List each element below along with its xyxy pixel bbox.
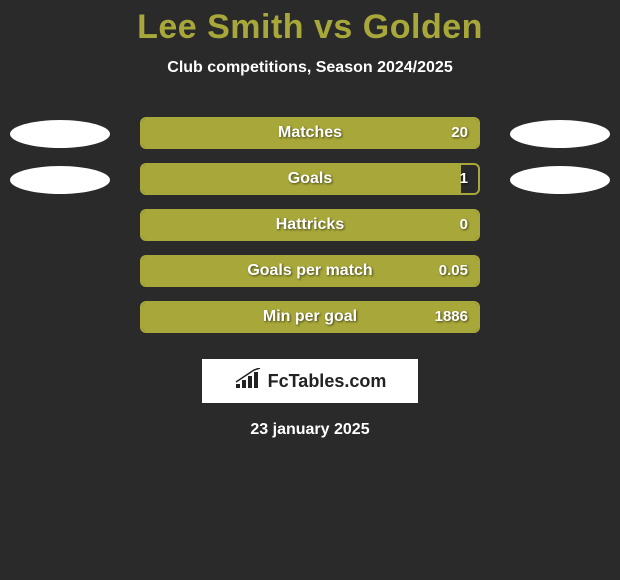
stat-bar-fill <box>142 119 478 147</box>
stat-bar-fill <box>142 211 478 239</box>
brand-icon <box>234 368 262 395</box>
stat-bar <box>140 255 480 287</box>
stat-bar <box>140 301 480 333</box>
stats-list: Matches20 Goals1 Hattricks0 Goals per match… <box>0 117 620 335</box>
stat-bar-fill <box>142 303 478 331</box>
stat-row: Hattricks0 <box>0 209 620 243</box>
player-left-ellipse <box>10 166 110 194</box>
infographic-container: Lee Smith vs Golden Club competitions, S… <box>0 0 620 439</box>
page-title: Lee Smith vs Golden <box>0 8 620 47</box>
brand-badge: FcTables.com <box>202 359 418 403</box>
player-right-ellipse <box>510 120 610 148</box>
player-right-ellipse <box>510 166 610 194</box>
stat-bar <box>140 117 480 149</box>
stat-bar-fill <box>142 257 478 285</box>
stat-bar <box>140 163 480 195</box>
date-text: 23 january 2025 <box>0 421 620 439</box>
subtitle: Club competitions, Season 2024/2025 <box>0 59 620 77</box>
stat-bar-fill <box>142 165 461 193</box>
stat-row: Goals1 <box>0 163 620 197</box>
stat-bar <box>140 209 480 241</box>
brand-text: FcTables.com <box>268 371 387 392</box>
stat-row: Matches20 <box>0 117 620 151</box>
stat-row: Goals per match0.05 <box>0 255 620 289</box>
stat-row: Min per goal1886 <box>0 301 620 335</box>
player-left-ellipse <box>10 120 110 148</box>
